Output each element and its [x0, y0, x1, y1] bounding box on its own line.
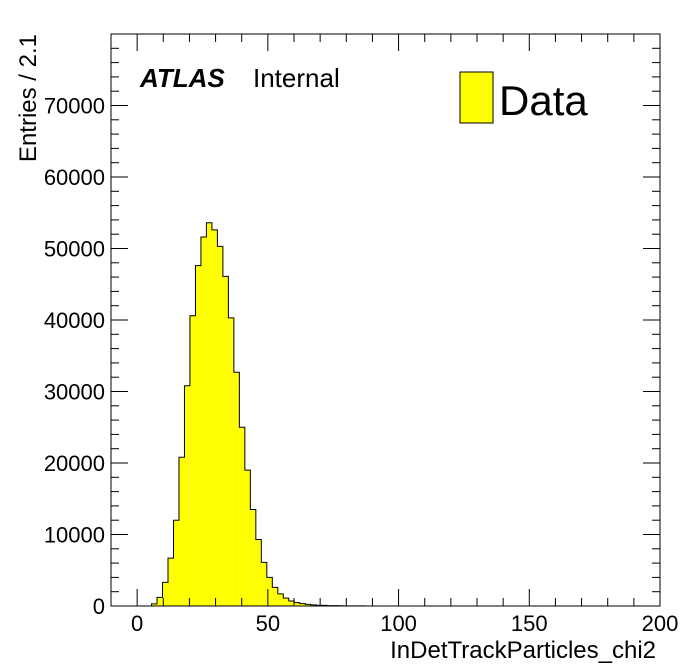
- histogram-bar: [310, 604, 317, 606]
- histogram-bar: [167, 558, 174, 606]
- legend-swatch: [459, 71, 494, 124]
- histogram-bar: [283, 598, 289, 606]
- histogram-bar: [206, 222, 212, 606]
- histogram-bar: [277, 593, 284, 606]
- y-tick-label: 40000: [44, 308, 105, 333]
- y-tick-label: 60000: [44, 165, 105, 190]
- histogram-bar: [222, 276, 229, 606]
- histogram-bar: [255, 539, 262, 606]
- histogram-bar: [239, 427, 245, 606]
- histogram-bar: [244, 470, 251, 606]
- plot-frame: [110, 33, 661, 607]
- histogram-bar: [299, 603, 306, 606]
- histogram-bar: [217, 246, 223, 607]
- x-tick-label: 0: [131, 611, 143, 636]
- legend-label: Data: [499, 77, 588, 124]
- histogram-bar: [261, 562, 267, 606]
- y-tick-label: 50000: [44, 237, 105, 262]
- x-tick-label: 100: [380, 611, 417, 636]
- x-axis-title: InDetTrackParticles_chi2: [390, 637, 656, 664]
- y-tick-label: 70000: [44, 94, 105, 119]
- histogram-bar: [200, 237, 207, 606]
- y-tick-label: 0: [93, 594, 105, 619]
- x-tick-label: 50: [256, 611, 280, 636]
- histogram-bar: [157, 597, 163, 606]
- atlas-label: ATLAS: [139, 63, 225, 93]
- histogram-bar: [211, 229, 218, 606]
- histogram-bar: [288, 600, 295, 606]
- histogram-bar: [195, 265, 201, 606]
- histogram-bar: [162, 582, 168, 606]
- histogram-bar: [233, 372, 240, 606]
- internal-label: Internal: [253, 63, 340, 93]
- histogram-bar: [250, 509, 256, 606]
- histogram-bar: [266, 577, 273, 606]
- histogram-bar: [305, 604, 311, 606]
- axes: 0 50 100 150 200 0 10000 20000 30000 40000 50000 60…: [44, 34, 679, 636]
- y-axis-title: Entries / 2.1: [15, 34, 42, 162]
- histogram-bar: [178, 457, 185, 606]
- histogram-bars: [151, 222, 400, 607]
- histogram-bar: [228, 317, 234, 606]
- histogram-bar: [151, 603, 158, 606]
- histogram-bar: [189, 315, 196, 606]
- histogram-bar: [294, 602, 300, 606]
- y-tick-label: 30000: [44, 380, 105, 405]
- histogram-bar: [184, 385, 190, 606]
- y-tick-label: 10000: [44, 523, 105, 548]
- x-tick-label: 200: [642, 611, 679, 636]
- y-tick-label: 20000: [44, 451, 105, 476]
- x-tick-label: 150: [511, 611, 548, 636]
- histogram-bar: [272, 587, 278, 606]
- histogram-bar: [173, 520, 179, 606]
